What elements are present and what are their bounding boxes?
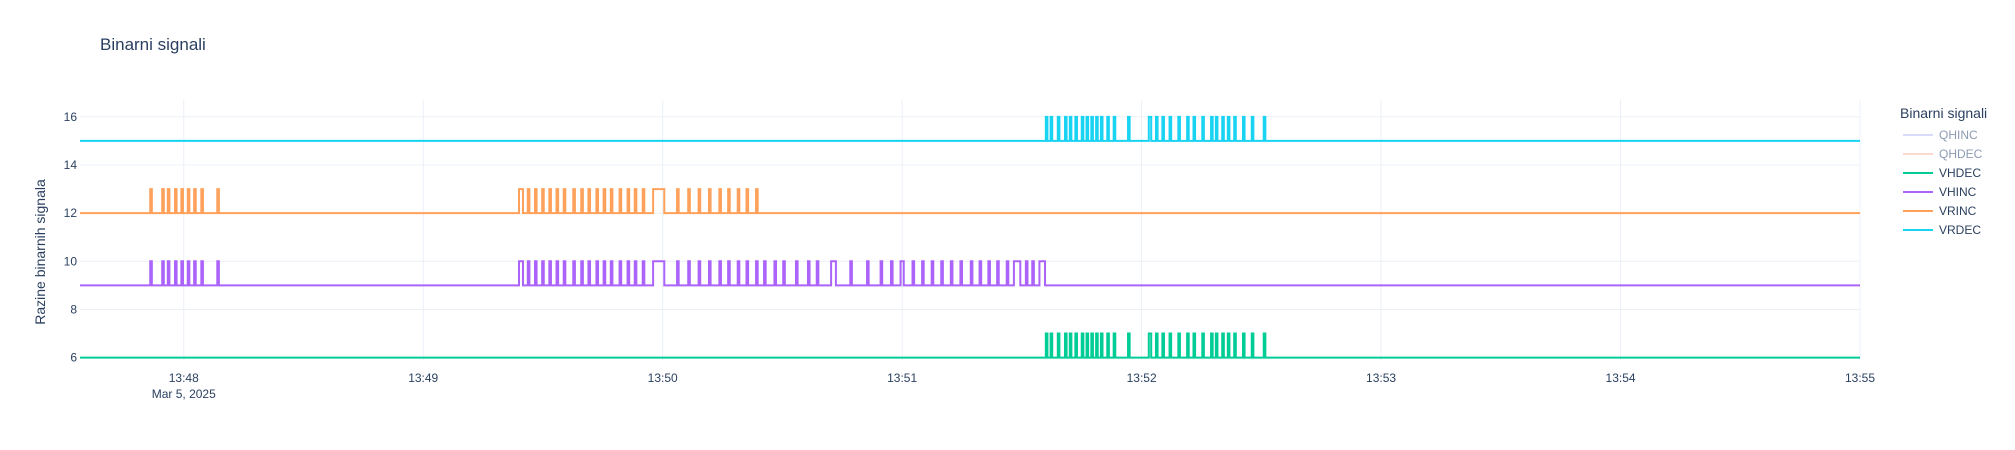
series-layer [80, 115, 1860, 359]
y-tick-label: 12 [64, 206, 78, 220]
legend-item-vrdec[interactable]: VRDEC [1903, 223, 1981, 237]
x-tick-label: 13:48 [169, 371, 199, 385]
x-tick-label: 13:50 [648, 371, 678, 385]
legend-label: VHDEC [1939, 166, 1981, 180]
y-tick-label: 8 [70, 302, 77, 316]
legend-item-qhdec[interactable]: QHDEC [1903, 147, 1983, 161]
y-axis-ticks: 6 8 10 12 14 16 [64, 110, 78, 365]
legend-label: VHINC [1939, 185, 1977, 199]
series-line-vrinc [80, 188, 1860, 215]
y-tick-label: 6 [70, 351, 77, 365]
legend-label: VRINC [1939, 204, 1977, 218]
x-tick-label: 13:55 [1845, 371, 1875, 385]
x-tick-label: 13:53 [1366, 371, 1396, 385]
x-axis-ticks: 13:48 Mar 5, 2025 13:49 13:50 13:51 13:52 13:5… [152, 371, 1876, 401]
legend-item-vhdec[interactable]: VHDEC [1903, 166, 1981, 180]
x-tick-label: 13:49 [408, 371, 438, 385]
series-line-vhinc [80, 260, 1860, 287]
legend-label: QHDEC [1939, 147, 1983, 161]
chart-title: Binarni signali [100, 35, 206, 54]
series-line-vrdec [80, 115, 1860, 142]
legend-items: QHINC QHDEC VHDEC VHINC VRINC VRDEC [1903, 128, 1983, 237]
x-tick-label: 13:54 [1606, 371, 1636, 385]
legend-label: QHINC [1939, 128, 1978, 142]
x-tick-label: 13:52 [1127, 371, 1157, 385]
legend-label: VRDEC [1939, 223, 1981, 237]
y-tick-label: 10 [64, 254, 78, 268]
y-axis-title: Razine binarnih signala [32, 179, 48, 325]
series-line-vhdec [80, 332, 1860, 359]
legend-item-qhinc[interactable]: QHINC [1903, 128, 1978, 142]
y-tick-label: 14 [64, 158, 78, 172]
legend-title: Binarni signali [1900, 105, 1987, 121]
x-tick-label: 13:51 [887, 371, 917, 385]
legend-item-vhinc[interactable]: VHINC [1903, 185, 1977, 199]
legend-item-vrinc[interactable]: VRINC [1903, 204, 1977, 218]
legend: Binarni signali QHINC QHDEC VHDEC VHINC VRIN… [1900, 105, 1987, 237]
y-tick-label: 16 [64, 110, 78, 124]
x-tick-sublabel: Mar 5, 2025 [152, 387, 216, 401]
